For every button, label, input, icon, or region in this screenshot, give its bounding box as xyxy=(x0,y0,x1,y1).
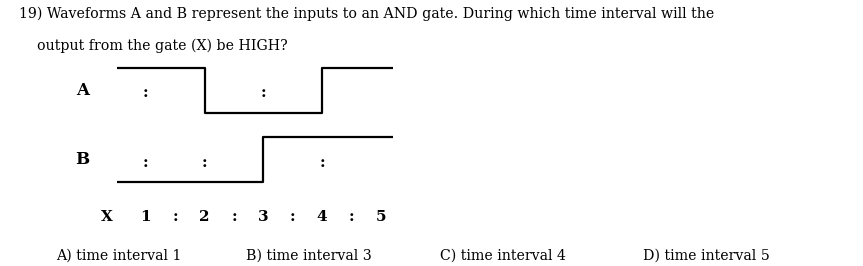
Text: D) time interval 5: D) time interval 5 xyxy=(643,248,770,262)
Text: :: : xyxy=(290,210,296,224)
Text: :: : xyxy=(143,156,148,169)
Text: X: X xyxy=(101,210,113,224)
Text: 2: 2 xyxy=(199,210,210,224)
Text: :: : xyxy=(231,210,236,224)
Text: :: : xyxy=(173,210,178,224)
Text: :: : xyxy=(319,156,325,169)
Text: output from the gate (X) be HIGH?: output from the gate (X) be HIGH? xyxy=(19,39,287,53)
Text: :: : xyxy=(349,210,355,224)
Text: A: A xyxy=(76,82,89,99)
Text: 1: 1 xyxy=(141,210,151,224)
Text: :: : xyxy=(143,86,148,100)
Text: 5: 5 xyxy=(375,210,386,224)
Text: :: : xyxy=(202,156,207,169)
Text: :: : xyxy=(261,86,266,100)
Text: 4: 4 xyxy=(317,210,327,224)
Text: B) time interval 3: B) time interval 3 xyxy=(246,248,372,262)
Text: C) time interval 4: C) time interval 4 xyxy=(440,248,566,262)
Text: 3: 3 xyxy=(258,210,268,224)
Text: A) time interval 1: A) time interval 1 xyxy=(56,248,181,262)
Text: B: B xyxy=(75,151,89,168)
Text: 19) Waveforms A and B represent the inputs to an AND gate. During which time int: 19) Waveforms A and B represent the inpu… xyxy=(19,7,715,21)
